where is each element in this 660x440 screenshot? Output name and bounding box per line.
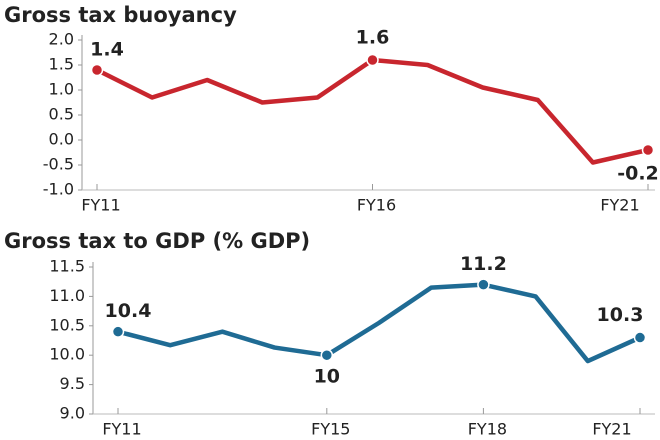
value-label: 1.4 [90, 39, 124, 61]
value-label: 10.3 [597, 304, 644, 326]
series-line [95, 57, 649, 165]
y-tick-label: -0.5 [43, 155, 74, 174]
y-tick-label: 1.0 [49, 80, 74, 99]
value-label: 11.2 [460, 253, 507, 275]
point [320, 348, 334, 362]
point [111, 325, 125, 338]
value-label: 10 [314, 366, 340, 388]
point [641, 143, 655, 157]
y-tick-label: 11.0 [49, 286, 85, 305]
y-tick-label: 1.5 [49, 55, 74, 74]
value-label: 1.6 [356, 27, 390, 49]
x-tick-label: FY21 [600, 196, 639, 215]
y-tick-label: 0.0 [49, 130, 74, 149]
x-tick-label: FY16 [357, 196, 396, 215]
y-tick-label: 10.5 [49, 315, 85, 334]
x-tick-label: FY15 [311, 420, 350, 439]
point [90, 63, 104, 77]
y-tick-label: 11.5 [49, 257, 85, 276]
x-tick-label: FY11 [102, 420, 141, 439]
series-line [117, 282, 641, 364]
chart-title: Gross tax to GDP (% GDP) [4, 229, 310, 253]
chart-title: Gross tax buoyancy [4, 3, 237, 27]
point [477, 278, 490, 291]
x-tick-label: FY11 [81, 196, 120, 215]
y-tick-label: 9.5 [60, 374, 85, 393]
point [366, 53, 379, 67]
value-label: 10.4 [105, 300, 152, 322]
x-tick-label: FY21 [592, 420, 631, 439]
value-label: -0.2 [617, 163, 659, 185]
y-tick-label: 9.0 [60, 404, 85, 423]
x-tick-label: FY18 [468, 420, 507, 439]
y-tick-label: 10.0 [49, 345, 85, 364]
y-tick-label: 2.0 [49, 30, 74, 49]
point [633, 331, 647, 344]
y-tick-label: -1.0 [43, 180, 74, 199]
y-tick-label: 0.5 [49, 105, 74, 124]
